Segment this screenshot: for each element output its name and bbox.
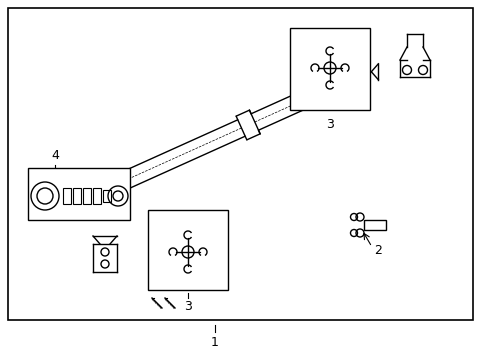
Bar xyxy=(83,188,91,204)
Bar xyxy=(8,8,472,320)
Text: 3: 3 xyxy=(325,118,333,131)
Bar xyxy=(289,28,369,110)
Bar xyxy=(63,188,71,204)
Bar xyxy=(103,190,111,202)
Bar xyxy=(93,188,101,204)
Text: 3: 3 xyxy=(183,300,192,313)
Text: 2: 2 xyxy=(373,243,381,256)
Bar xyxy=(363,220,385,230)
Bar xyxy=(148,210,227,290)
Bar xyxy=(28,168,130,220)
Text: 1: 1 xyxy=(211,337,219,350)
Bar xyxy=(73,188,81,204)
Text: 4: 4 xyxy=(51,149,59,162)
